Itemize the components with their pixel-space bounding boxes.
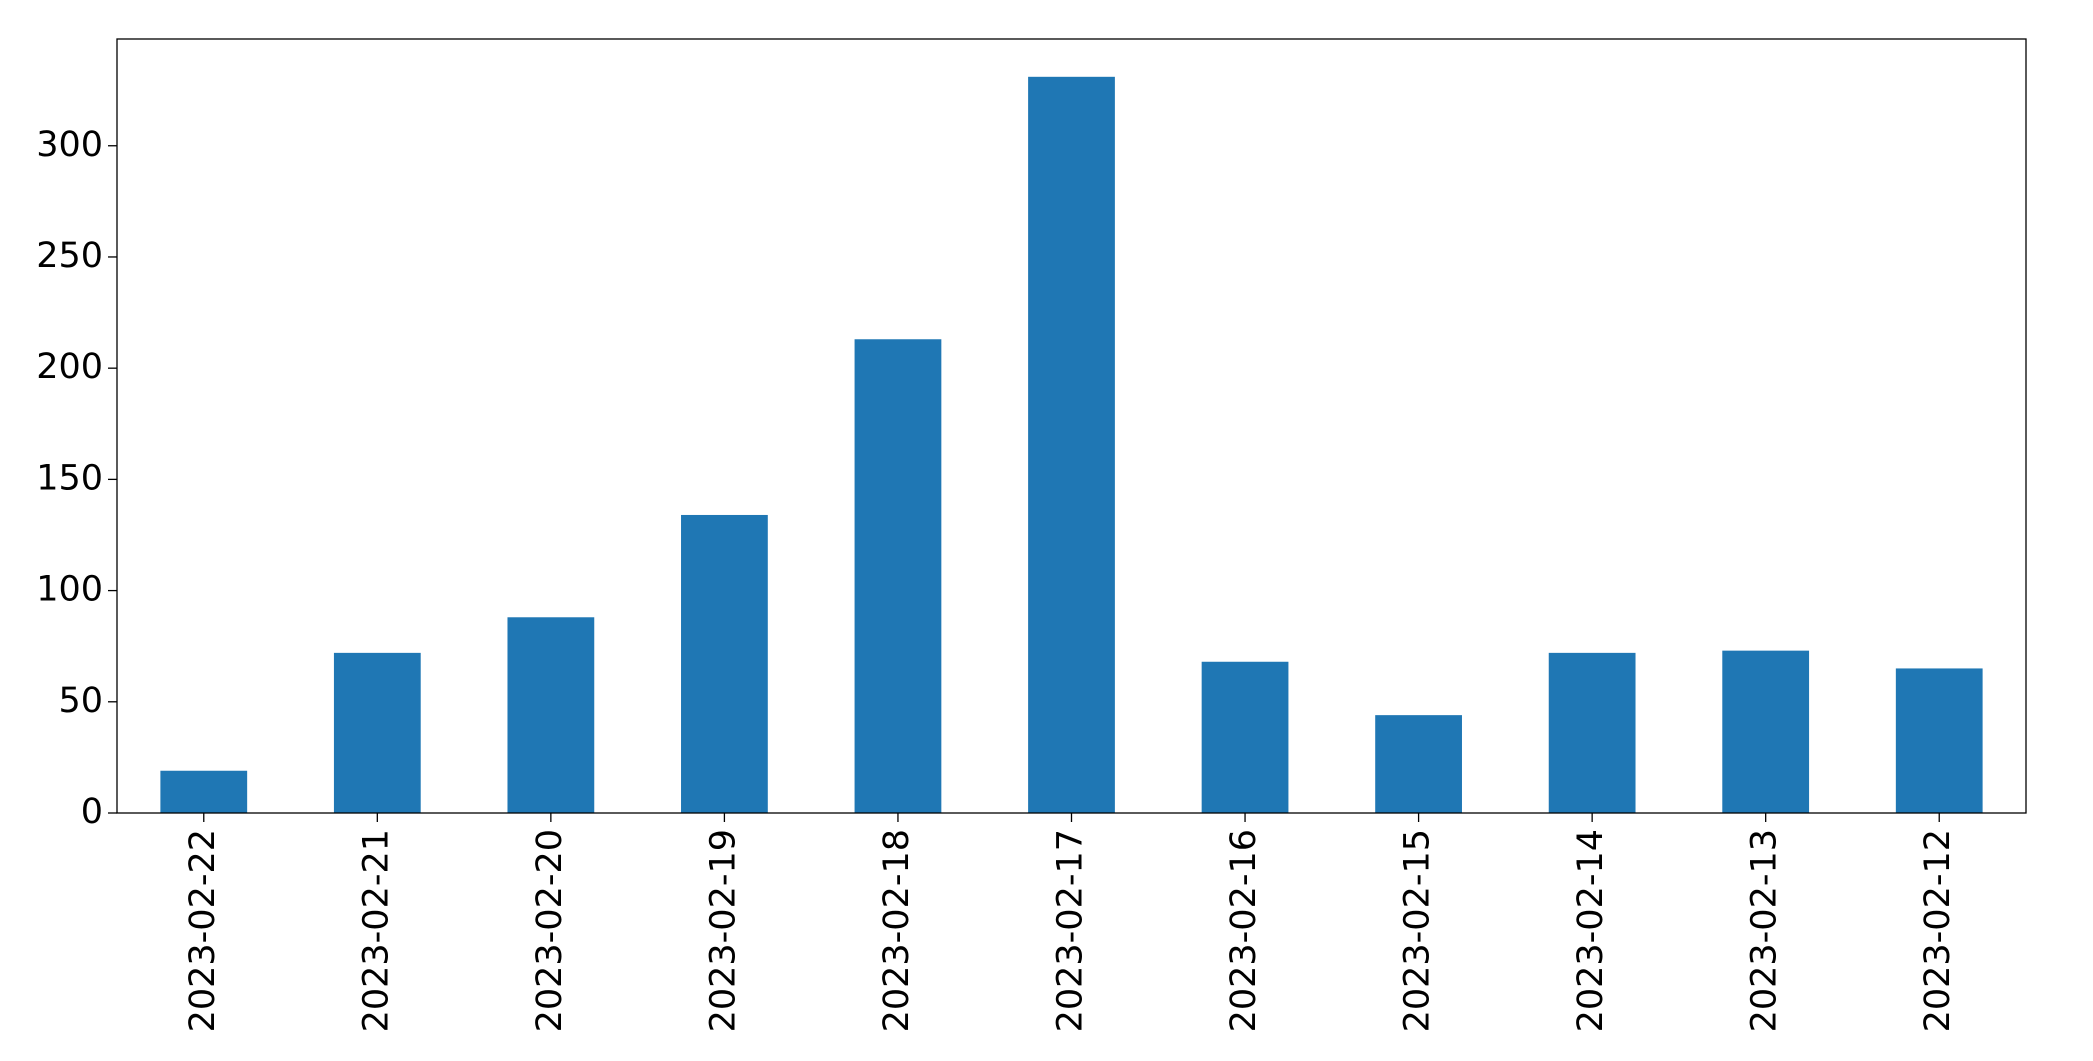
x-tick-label: 2023-02-14: [1571, 829, 1611, 1032]
y-tick-label: 300: [36, 125, 103, 165]
bar: [1548, 652, 1636, 813]
x-tick-label: 2023-02-13: [1745, 829, 1785, 1032]
bar: [160, 770, 248, 813]
bar: [854, 339, 942, 813]
y-tick-label: 200: [36, 347, 103, 387]
x-tick-label: 2023-02-21: [356, 829, 396, 1032]
bar: [507, 617, 595, 813]
bar: [1895, 668, 1983, 813]
x-tick-label: 2023-02-12: [1918, 829, 1958, 1032]
bar: [1028, 76, 1115, 813]
x-tick-label: 2023-02-20: [530, 829, 570, 1032]
bar: [333, 652, 421, 813]
bar: [1375, 715, 1462, 813]
x-tick-label: 2023-02-19: [703, 829, 743, 1032]
x-tick-label: 2023-02-16: [1224, 829, 1264, 1032]
y-tick-label: 0: [81, 792, 103, 832]
x-tick-label: 2023-02-22: [183, 829, 223, 1032]
bar: [681, 514, 768, 813]
x-tick-label: 2023-02-15: [1398, 829, 1438, 1032]
bar: [1722, 650, 1810, 813]
y-tick-label: 150: [36, 458, 103, 498]
x-tick-label: 2023-02-18: [877, 829, 917, 1032]
y-tick-label: 50: [58, 681, 103, 721]
bar: [1201, 661, 1289, 813]
y-tick-label: 100: [36, 570, 103, 610]
y-tick-label: 250: [36, 236, 103, 276]
plot-frame: [116, 38, 2027, 814]
x-tick-label: 2023-02-17: [1051, 829, 1091, 1032]
